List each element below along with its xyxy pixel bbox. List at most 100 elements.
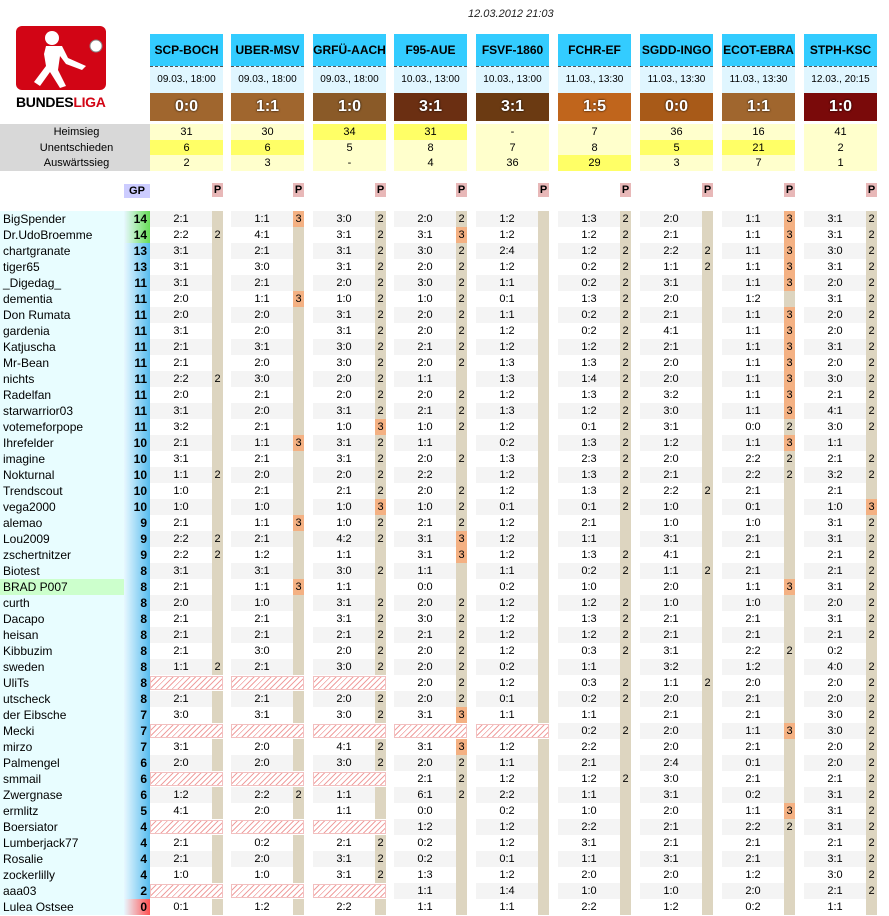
match-date: 09.03., 18:00 [313, 66, 386, 93]
tip-points: 2 [375, 867, 386, 883]
points-header: P [784, 183, 795, 197]
tip-cell: 1:1 [558, 531, 620, 547]
player-points: 11 [124, 355, 150, 371]
player-points: 9 [124, 547, 150, 563]
match-column: UBER-MSV 09.03., 18:00 1:1 [231, 34, 304, 121]
tip-cell: 1:2 [558, 771, 620, 787]
tip-points [620, 787, 631, 803]
tip-points [212, 595, 223, 611]
match-result: 3:1 [394, 93, 467, 121]
match-column: SGDD-INGO 11.03., 13:30 0:0 [640, 34, 713, 121]
player-points: 8 [124, 691, 150, 707]
tip-cell: 0:1 [722, 499, 784, 515]
tip-cell: 2:1 [231, 243, 293, 259]
tip-points: 2 [702, 563, 713, 579]
gp-header: GP [124, 184, 150, 198]
tip-cell: 4:1 [150, 803, 212, 819]
table-row: aaa03 2 1:1 1:4 1:0 1:0 2:0 2:1 2 [0, 883, 889, 899]
tip-points: 2 [212, 227, 223, 243]
player-points: 8 [124, 675, 150, 691]
tip-cell: 2:0 [394, 643, 456, 659]
tip-cell: 3:1 [313, 307, 375, 323]
tip-cell: 1:1 [722, 355, 784, 371]
player-name: ermlitz [0, 803, 124, 819]
tip-points: 3 [784, 259, 795, 275]
match-result: 1:1 [231, 93, 304, 121]
stat-value: 3 [231, 155, 304, 171]
match-column: SCP-BOCH 09.03., 18:00 0:0 [150, 34, 223, 121]
tip-cell: 0:2 [394, 835, 456, 851]
tip-cell: 1:1 [804, 435, 866, 451]
stat-value: 7 [722, 155, 795, 171]
player-points: 6 [124, 771, 150, 787]
missing-tip [231, 772, 304, 786]
tip-points: 2 [620, 467, 631, 483]
tip-points [293, 611, 304, 627]
tip-points [702, 307, 713, 323]
tip-cell: 2:1 [722, 627, 784, 643]
tip-cell: 1:1 [394, 899, 456, 915]
tip-cell: 3:1 [150, 259, 212, 275]
tip-cell: 2:1 [722, 851, 784, 867]
tip-cell: 3:1 [313, 227, 375, 243]
tip-cell: 1:0 [150, 499, 212, 515]
tip-points [866, 643, 877, 659]
match-column: STPH-KSC 12.03., 20:15 1:0 [804, 34, 877, 121]
tip-cell: 4:1 [640, 547, 702, 563]
tip-points: 2 [375, 691, 386, 707]
tip-cell: 1:0 [722, 515, 784, 531]
stat-value: 8 [558, 140, 631, 156]
tip-points: 3 [784, 803, 795, 819]
tip-cell: 3:1 [394, 707, 456, 723]
tip-cell: 3:1 [640, 851, 702, 867]
tip-points [212, 403, 223, 419]
table-row: Nokturnal 10 1:1 2 2:0 2:0 2 2:2 1:2 1:3 2 2:1 2:2 2 3… [0, 467, 889, 483]
missing-tip [150, 772, 223, 786]
tip-points: 2 [620, 355, 631, 371]
match-column: F95-AUE 10.03., 13:00 3:1 [394, 34, 467, 121]
tip-cell: 3:1 [150, 451, 212, 467]
tip-cell: 0:2 [231, 835, 293, 851]
tip-points: 2 [866, 595, 877, 611]
tip-cell: 2:2 [558, 819, 620, 835]
tip-cell: 3:0 [231, 371, 293, 387]
tip-cell: 1:2 [476, 547, 538, 563]
tip-points [293, 259, 304, 275]
tip-points: 2 [375, 227, 386, 243]
tip-points: 2 [456, 787, 467, 803]
tip-cell: 2:2 [722, 467, 784, 483]
tip-points: 2 [456, 691, 467, 707]
tip-points [702, 787, 713, 803]
tip-cell: 2:2 [476, 787, 538, 803]
match-code: FSVF-1860 [476, 34, 549, 66]
tip-points: 2 [784, 643, 795, 659]
tip-cell: 3:1 [640, 531, 702, 547]
tip-points: 2 [620, 243, 631, 259]
tip-points: 2 [784, 467, 795, 483]
tip-points [702, 755, 713, 771]
tip-points [212, 707, 223, 723]
table-row: dementia 11 2:0 1:1 3 1:0 2 1:0 2 0:1 1:3 2 2:0 1:2 3:… [0, 291, 889, 307]
match-date: 11.03., 13:30 [722, 66, 795, 93]
tip-points [538, 707, 549, 723]
tip-points [784, 291, 795, 307]
tip-points: 2 [375, 835, 386, 851]
tip-points [702, 547, 713, 563]
match-date: 12.03., 20:15 [804, 66, 877, 93]
tip-cell: 2:0 [313, 643, 375, 659]
table-row: Katjuscha 11 2:1 3:1 3:0 2 2:1 2 1:2 1:2 2 2:1 1:1 3 3… [0, 339, 889, 355]
tip-cell: 1:2 [476, 819, 538, 835]
tip-points [293, 467, 304, 483]
tip-cell: 1:3 [476, 403, 538, 419]
tip-cell: 1:3 [476, 355, 538, 371]
tip-points: 2 [866, 755, 877, 771]
tip-cell: 2:1 [722, 707, 784, 723]
tip-cell: 4:1 [640, 323, 702, 339]
tip-cell: 3:0 [313, 707, 375, 723]
stat-value: 8 [394, 140, 467, 156]
tip-cell: 1:1 [150, 467, 212, 483]
tip-cell: 1:2 [476, 675, 538, 691]
tip-points: 2 [456, 675, 467, 691]
tip-points: 3 [784, 323, 795, 339]
tip-points: 2 [456, 307, 467, 323]
